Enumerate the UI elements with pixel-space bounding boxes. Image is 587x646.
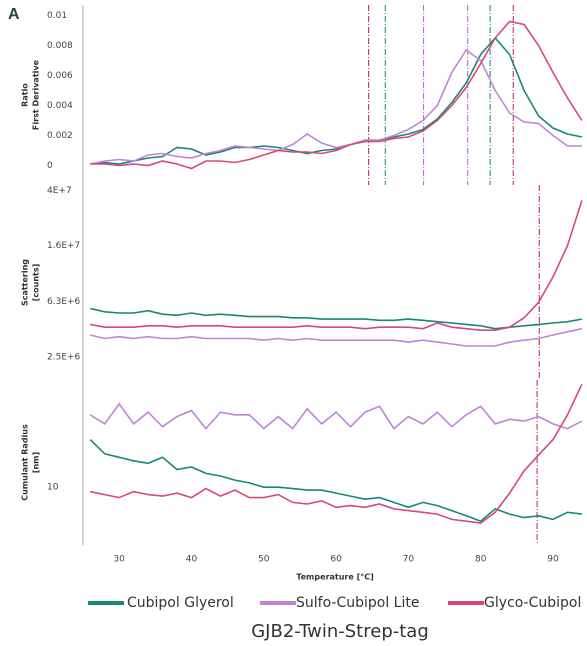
y-axis-title: Ratio	[21, 83, 30, 107]
y-axis-title: Scattering	[21, 259, 30, 306]
y-axis-title: Cumulant Radius	[21, 424, 30, 501]
legend-text: Cubipol Glyerol	[127, 595, 234, 611]
y-tick-label: 2.5E+6	[47, 352, 81, 362]
x-tick-label: 90	[547, 555, 559, 565]
series-line	[89, 402, 583, 430]
y-tick-label: 6.3E+6	[47, 297, 81, 307]
y-tick-label: 1.6E+7	[47, 241, 80, 251]
y-axis-title: [nm]	[32, 452, 41, 473]
x-tick-label: 50	[258, 555, 270, 565]
x-tick-label: 80	[475, 555, 487, 565]
y-tick-label: 0.008	[47, 41, 73, 51]
series-line	[90, 200, 583, 331]
x-tick-label: 70	[403, 555, 415, 565]
y-tick-label: 0.002	[47, 131, 73, 141]
legend-text: Sulfo-Cubipol Lite	[296, 595, 419, 611]
y-tick-label: 4E+7	[47, 186, 72, 196]
y-tick-label: 0	[47, 161, 53, 171]
figure-title: GJB2-Twin-Strep-tag	[251, 621, 429, 642]
series-line	[90, 383, 583, 524]
series-line	[90, 327, 583, 347]
legend-text: Glyco-Cubipol	[484, 595, 581, 611]
y-axis-title: First Derivative	[32, 59, 41, 130]
y-tick-label: 10	[47, 483, 59, 493]
series-line	[90, 36, 583, 165]
y-tick-label: 0.004	[47, 101, 73, 111]
x-axis-title: Temperature [°C]	[296, 573, 374, 582]
y-axis-title: [counts]	[32, 264, 41, 302]
x-tick-label: 40	[186, 555, 198, 565]
y-tick-label: 0.006	[47, 71, 73, 81]
series-line	[90, 307, 583, 330]
y-tick-label: 0.01	[47, 11, 67, 21]
series-line	[89, 439, 582, 523]
x-tick-label: 30	[113, 555, 125, 565]
series-line	[90, 20, 583, 170]
series-line	[90, 48, 582, 165]
panel-label: A	[8, 6, 20, 23]
x-tick-label: 60	[330, 555, 342, 565]
